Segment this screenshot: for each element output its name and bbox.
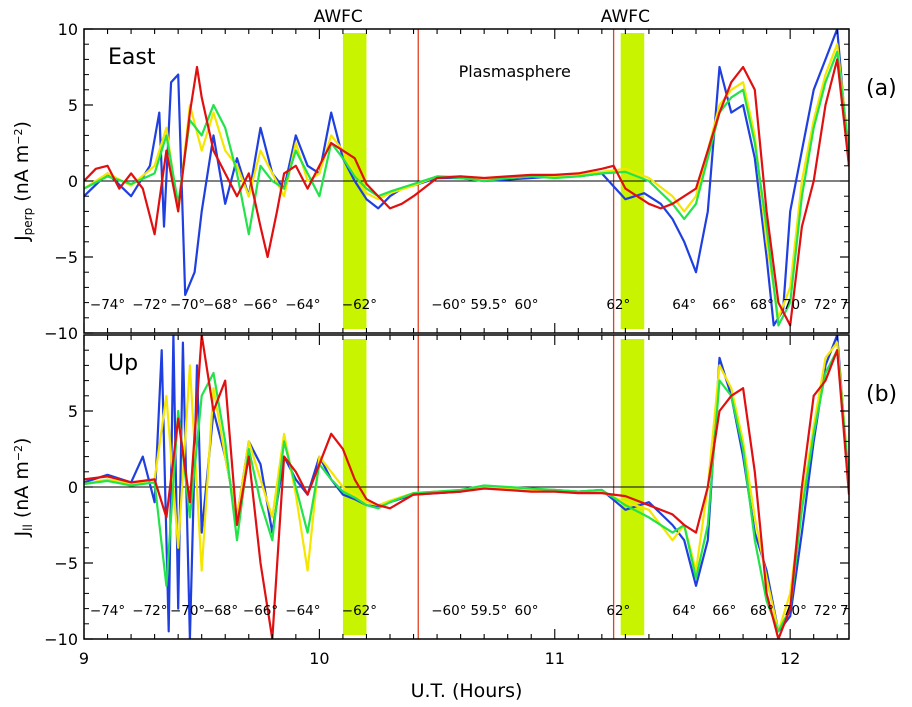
latitude-label: 62° <box>606 603 630 619</box>
latitude-label: −74° <box>90 603 125 619</box>
latitude-label: −64° <box>285 603 320 619</box>
latitude-label: −74° <box>90 297 125 313</box>
y-axis-exponent: −2 <box>12 445 25 461</box>
y-tick-label: 0 <box>68 478 78 497</box>
y-axis-subscript: perp <box>21 208 35 236</box>
y-tick-label: −5 <box>54 554 78 573</box>
y-axis-symbol: J <box>11 531 33 538</box>
y-tick-label: 5 <box>68 402 78 421</box>
y-tick-label: 5 <box>68 96 78 115</box>
band-label-2: AWFC <box>601 7 650 27</box>
latitude-label: 60° <box>515 297 539 313</box>
x-tick-label: 11 <box>545 649 565 668</box>
x-tick-label: 9 <box>79 649 89 668</box>
y-axis-unit: (nA m <box>11 145 33 208</box>
series-line <box>84 58 849 327</box>
latitude-label: 72° <box>813 297 837 313</box>
latitude-label: 68° <box>750 297 774 313</box>
latitude-label: 66° <box>712 297 736 313</box>
y-tick-label: 10 <box>58 20 78 39</box>
latitude-label: 59.5° <box>470 603 507 619</box>
latitude-label: 64° <box>672 603 696 619</box>
latitude-label: −64° <box>285 297 320 313</box>
latitude-label: −70° <box>170 603 205 619</box>
latitude-label: 60° <box>515 603 539 619</box>
axis-ticks: 10 5 0 −5 −10 <box>44 20 849 343</box>
latitude-label: 68° <box>750 603 774 619</box>
series-group <box>84 335 849 639</box>
panel-id: (b) <box>866 382 897 407</box>
latitude-label: 66° <box>712 603 736 619</box>
y-tick-label: −10 <box>44 630 78 649</box>
y-tick-label: −5 <box>54 248 78 267</box>
y-tick-label: −10 <box>44 324 78 343</box>
panel-label: East <box>108 45 156 70</box>
latitude-label: −72° <box>132 297 167 313</box>
panel-a: 10 5 0 −5 −10 −74° −72° −70°−68° −66° −64° −62° −6… <box>11 7 897 343</box>
x-tick-label: 12 <box>780 649 800 668</box>
latitude-label: −66° <box>243 297 278 313</box>
latitude-label: −68° <box>203 297 238 313</box>
y-axis-label: Jll (nA m−2) <box>11 438 35 538</box>
band-label-1: AWFC <box>314 7 363 27</box>
latitude-label: −68° <box>203 603 238 619</box>
latitude-label: 64° <box>672 297 696 313</box>
series-line <box>84 335 849 639</box>
latitude-labels: −74° −72° −70°−68° −66° −64° −62° −60° 59.5° 60°… <box>90 603 849 619</box>
latitude-labels: −74° −72° −70°−68° −66° −64° −62° −60° 59.5° 60°… <box>90 297 849 313</box>
y-axis-exponent: −2 <box>12 128 25 144</box>
latitude-label: −62° <box>342 297 377 313</box>
latitude-label: 7 <box>840 603 849 619</box>
x-axis-tick-labels: 9 10 11 12 <box>79 649 800 668</box>
axis-ticks: 5 0 −5 −10 <box>44 335 849 649</box>
latitude-label: −72° <box>132 603 167 619</box>
series-group <box>84 29 849 327</box>
y-axis-symbol: J <box>11 235 33 242</box>
latitude-label: 70° <box>783 297 807 313</box>
latitude-label: −62° <box>342 603 377 619</box>
latitude-label: 70° <box>783 603 807 619</box>
y-axis-unit: (nA m <box>11 461 33 524</box>
latitude-label: −70° <box>170 297 205 313</box>
latitude-label: 7 <box>840 297 849 313</box>
latitude-label: −66° <box>243 603 278 619</box>
y-axis-close: ) <box>11 438 33 445</box>
panel-id: (a) <box>866 76 897 101</box>
y-tick-label: 0 <box>68 172 78 191</box>
y-axis-subscript: ll <box>21 524 35 531</box>
panel-label: Up <box>108 351 138 376</box>
series-line <box>84 50 849 327</box>
x-axis-title: U.T. (Hours) <box>411 680 523 702</box>
y-axis-close: ) <box>11 121 33 128</box>
series-line <box>84 349 849 633</box>
latitude-label: 72° <box>813 603 837 619</box>
panel-b: 5 0 −5 −10 −74° −72° −70°−68° −66° −64° −62° −60°… <box>11 334 897 649</box>
latitude-label: −60° <box>431 603 466 619</box>
latitude-label: −60° <box>431 297 466 313</box>
y-axis-label: Jperp (nA m−2) <box>11 121 35 242</box>
latitude-label: 59.5° <box>470 297 507 313</box>
x-tick-label: 10 <box>309 649 329 668</box>
plasmasphere-label: Plasmasphere <box>459 62 571 81</box>
latitude-label: 62° <box>606 297 630 313</box>
